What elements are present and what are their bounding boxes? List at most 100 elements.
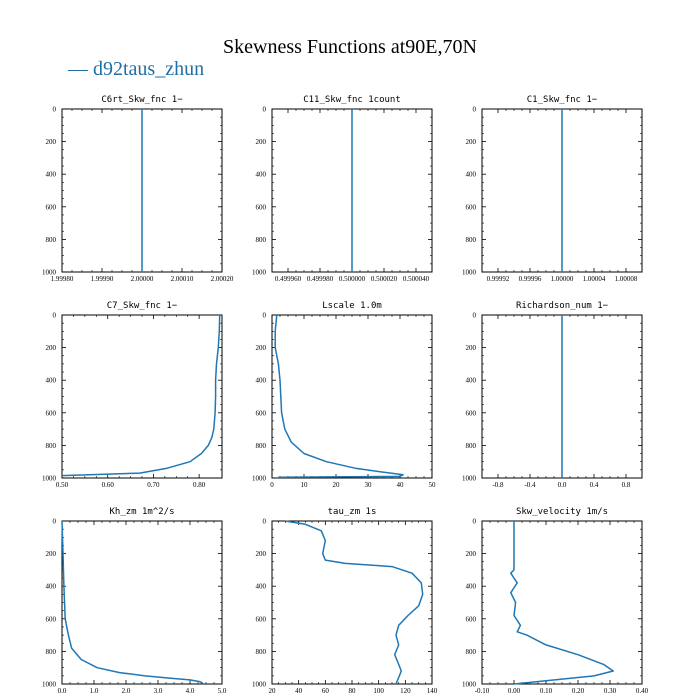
x-tick-label: 1.00008 [615, 275, 638, 283]
y-tick-label: 600 [256, 203, 267, 211]
y-tick-label: 1000 [252, 681, 267, 689]
x-tick-label: 2.00010 [171, 275, 194, 283]
panel-title: C6rt_Skw_fnc 1− [101, 95, 183, 105]
y-tick-label: 1000 [42, 269, 57, 277]
x-tick-label: 0.500040 [403, 275, 430, 283]
y-tick-label: 0 [263, 106, 267, 114]
x-tick-label: 1.99990 [91, 275, 114, 283]
x-tick-label: 0.0 [558, 481, 567, 489]
x-tick-label: 0.500020 [371, 275, 398, 283]
x-tick-label: 4.0 [186, 687, 195, 695]
y-tick-label: 1000 [462, 681, 477, 689]
y-tick-label: 400 [46, 583, 57, 591]
y-tick-label: 1000 [462, 269, 477, 277]
panel-title: C7_Skw_fnc 1− [107, 301, 178, 311]
y-tick-label: 600 [256, 615, 267, 623]
x-tick-label: 0.99992 [487, 275, 510, 283]
y-tick-label: 200 [46, 138, 57, 146]
y-tick-label: 200 [256, 138, 267, 146]
x-tick-label: 100 [373, 687, 384, 695]
y-tick-label: 400 [46, 171, 57, 179]
x-tick-label: 40 [295, 687, 303, 695]
y-tick-label: 0 [473, 518, 477, 526]
y-tick-label: 0 [263, 312, 267, 320]
panel-title: Skw_velocity 1m/s [516, 507, 608, 517]
x-tick-label: 0.30 [604, 687, 617, 695]
x-tick-label: 20 [333, 481, 341, 489]
y-tick-label: 0 [53, 106, 57, 114]
y-tick-label: 200 [466, 550, 477, 558]
plot-frame [481, 520, 643, 685]
x-tick-label: 1.99980 [51, 275, 74, 283]
y-tick-label: 400 [46, 377, 57, 385]
x-tick-label: 1.00004 [583, 275, 606, 283]
panel-title: Lscale 1.0m [322, 301, 382, 311]
y-tick-label: 600 [466, 615, 477, 623]
y-tick-label: 200 [466, 138, 477, 146]
x-tick-label: -0.10 [475, 687, 490, 695]
x-tick-label: -0.8 [492, 481, 504, 489]
x-tick-label: 0.500000 [339, 275, 366, 283]
x-tick-label: 0.80 [193, 481, 206, 489]
legend-label: d92taus_zhun [93, 58, 205, 80]
x-tick-label: 1.0 [90, 687, 99, 695]
x-tick-label: 0.99996 [519, 275, 542, 283]
y-tick-label: 400 [256, 171, 267, 179]
series-line [61, 520, 204, 684]
x-tick-label: 0.70 [147, 481, 160, 489]
x-tick-label: 2.00020 [211, 275, 234, 283]
plot-frame [271, 314, 433, 479]
x-tick-label: 2.00000 [131, 275, 154, 283]
y-tick-label: 1000 [252, 475, 267, 483]
y-tick-label: 0 [53, 312, 57, 320]
y-tick-label: 1000 [42, 475, 57, 483]
x-tick-label: -0.4 [524, 481, 536, 489]
y-tick-label: 800 [466, 236, 477, 244]
y-tick-label: 800 [46, 442, 57, 450]
panel-title: tau_zm 1s [328, 507, 377, 517]
panel-3: C1_Skw_fnc 1− 0 200 400 600 800 1000 0.99992 0.9… [462, 95, 643, 283]
y-tick-label: 800 [466, 442, 477, 450]
x-tick-label: 0.60 [102, 481, 115, 489]
y-tick-label: 600 [46, 203, 57, 211]
y-tick-label: 800 [256, 236, 267, 244]
x-tick-label: 140 [427, 687, 438, 695]
x-tick-label: 1.00000 [551, 275, 574, 283]
x-tick-label: 0.10 [540, 687, 553, 695]
y-tick-label: 200 [46, 344, 57, 352]
x-tick-label: 10 [301, 481, 309, 489]
y-tick-label: 800 [256, 442, 267, 450]
plot-frame [61, 520, 223, 685]
y-tick-label: 800 [466, 648, 477, 656]
x-tick-label: 0 [270, 481, 274, 489]
x-tick-label: 0.0 [58, 687, 67, 695]
x-tick-label: 0.40 [636, 687, 649, 695]
y-tick-label: 1000 [462, 475, 477, 483]
y-tick-label: 200 [466, 344, 477, 352]
y-tick-label: 400 [466, 583, 477, 591]
x-tick-label: 2.0 [122, 687, 131, 695]
x-tick-label: 0.4 [590, 481, 599, 489]
panel-title: C1_Skw_fnc 1− [527, 95, 598, 105]
y-tick-label: 600 [256, 409, 267, 417]
y-tick-label: 1000 [42, 681, 57, 689]
y-tick-label: 0 [263, 518, 267, 526]
x-tick-label: 60 [322, 687, 330, 695]
x-tick-label: 50 [429, 481, 437, 489]
series-line [285, 520, 424, 685]
panel-title: C11_Skw_fnc 1count [303, 95, 401, 105]
x-tick-label: 20 [269, 687, 277, 695]
plot-frame [271, 520, 433, 685]
panel-title: Richardson_num 1− [516, 301, 609, 311]
y-tick-label: 800 [46, 648, 57, 656]
y-tick-label: 600 [46, 615, 57, 623]
panel-6: Richardson_num 1− 0 200 400 600 800 1000 -0.8 -0… [462, 301, 643, 489]
x-tick-label: 120 [400, 687, 411, 695]
x-tick-label: 0.8 [622, 481, 631, 489]
x-tick-label: 80 [349, 687, 357, 695]
